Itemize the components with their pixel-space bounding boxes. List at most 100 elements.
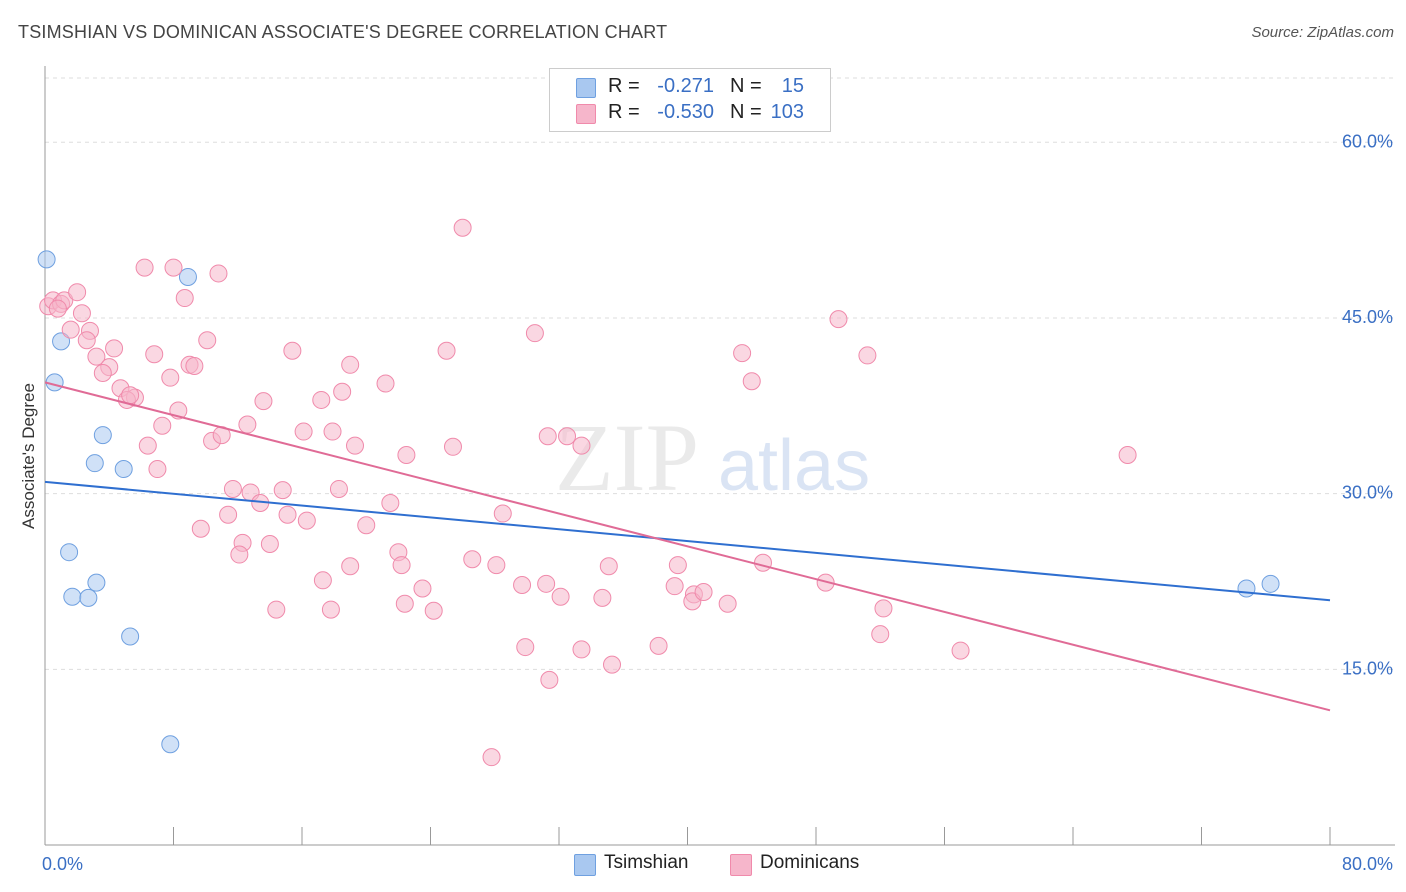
y-tick-label: 45.0% xyxy=(1342,307,1393,327)
dominican-point xyxy=(551,587,570,606)
axes xyxy=(44,66,1395,846)
x-tick-label: 80.0% xyxy=(1342,854,1393,874)
tsimshian-point xyxy=(37,250,56,269)
dominican-point xyxy=(357,516,376,535)
dominican-point xyxy=(260,534,279,553)
dominican-point xyxy=(121,386,140,405)
dominican-point xyxy=(537,574,556,593)
dominican-point xyxy=(392,556,411,575)
dominican-point xyxy=(381,494,400,513)
dominican-point xyxy=(463,550,482,569)
tsimshian-point xyxy=(52,332,71,351)
dominican-point xyxy=(572,436,591,455)
dominican-point xyxy=(538,427,557,446)
tsimshian-point xyxy=(161,735,180,754)
tsimshian-point xyxy=(85,454,104,473)
tsimshian-point xyxy=(63,587,82,606)
legend-row-tsimshian: R = -0.271 N = 15 xyxy=(550,74,830,100)
tsimshian-point xyxy=(178,267,197,286)
tsimshian-point xyxy=(121,627,140,646)
dominican-point xyxy=(516,638,535,657)
series-swatch-dominicans xyxy=(730,854,752,876)
y-tick-label: 15.0% xyxy=(1342,658,1393,678)
dominican-point xyxy=(138,436,157,455)
source-note: Source: ZipAtlas.com xyxy=(1251,24,1394,41)
data-points xyxy=(37,218,1280,767)
dominican-point xyxy=(153,416,172,435)
dominican-point xyxy=(558,427,577,446)
dominican-point xyxy=(649,636,668,655)
dominican-point xyxy=(665,577,684,596)
dominican-point xyxy=(267,600,286,619)
dominican-point xyxy=(718,594,737,613)
watermark-atlas: atlas xyxy=(718,426,870,506)
y-tick-label: 30.0% xyxy=(1342,483,1393,503)
dominican-point xyxy=(87,347,106,366)
dominican-point xyxy=(341,355,360,374)
y-axis-label: Associate's Degree xyxy=(19,383,38,529)
dominican-point xyxy=(816,573,835,592)
dominican-point xyxy=(198,331,217,350)
dominican-point xyxy=(829,310,848,329)
dominican-point xyxy=(254,392,273,411)
dominican-point xyxy=(72,304,91,323)
tsimshian-point xyxy=(93,426,112,445)
dominican-point xyxy=(951,641,970,660)
gridlines xyxy=(45,77,1395,670)
dominican-point xyxy=(871,625,890,644)
dominican-point xyxy=(230,545,249,564)
dominican-point xyxy=(753,553,772,572)
dominican-point xyxy=(599,557,618,576)
dominican-point xyxy=(175,289,194,308)
tsimshian-point xyxy=(79,588,98,607)
dominican-point xyxy=(424,601,443,620)
tsimshian-point xyxy=(87,573,106,592)
dominican-point xyxy=(313,571,332,590)
dominican-point xyxy=(148,460,167,479)
legend-n-value: 103 xyxy=(770,101,804,123)
dominican-point xyxy=(48,299,67,318)
dominican-point xyxy=(493,504,512,523)
legend-n-label: N = xyxy=(730,101,762,123)
dominican-point xyxy=(1118,445,1137,464)
axis-labels: Associate's Degree 15.0% 30.0% 45.0% 60.0% 0… xyxy=(19,131,1393,874)
correlation-legend: R = -0.271 N = 15 R = -0.530 N = 103 xyxy=(549,68,831,132)
chart-title: TSIMSHIAN VS DOMINICAN ASSOCIATE'S DEGRE… xyxy=(18,22,668,42)
dominican-point xyxy=(93,364,112,383)
watermark-zip: ZIP xyxy=(555,404,699,511)
legend-n-value: 15 xyxy=(781,75,804,97)
dominican-point xyxy=(413,579,432,598)
dominican-point xyxy=(145,345,164,364)
dominican-point xyxy=(487,556,506,575)
dominican-point xyxy=(525,324,544,343)
dominican-point xyxy=(603,655,622,674)
series-label-dominicans: Dominicans xyxy=(760,852,860,873)
dominican-point xyxy=(333,382,352,401)
dominican-point xyxy=(294,422,313,441)
dominican-point xyxy=(164,258,183,277)
legend-r-label: R = xyxy=(608,101,640,123)
dominican-point xyxy=(61,320,80,339)
dominican-point xyxy=(733,344,752,363)
dominican-point xyxy=(346,436,365,455)
dominican-point xyxy=(297,511,316,530)
dominican-point xyxy=(321,600,340,619)
dominican-point xyxy=(323,422,342,441)
dominican-point xyxy=(572,640,591,659)
dominican-point xyxy=(191,519,210,538)
tsimshian-trend-line xyxy=(44,480,1331,602)
dominican-point xyxy=(105,339,124,358)
dominican-point xyxy=(593,588,612,607)
dominican-point xyxy=(278,505,297,524)
dominican-point xyxy=(68,283,87,302)
dominican-point xyxy=(513,575,532,594)
dominican-point xyxy=(437,341,456,360)
dominican-point xyxy=(874,599,893,618)
dominican-point xyxy=(742,372,761,391)
dominican-point xyxy=(312,390,331,409)
dominican-point xyxy=(273,481,292,500)
dominican-trend-line xyxy=(44,381,1331,712)
tsimshian-point xyxy=(1237,579,1256,598)
dominican-point xyxy=(135,258,154,277)
